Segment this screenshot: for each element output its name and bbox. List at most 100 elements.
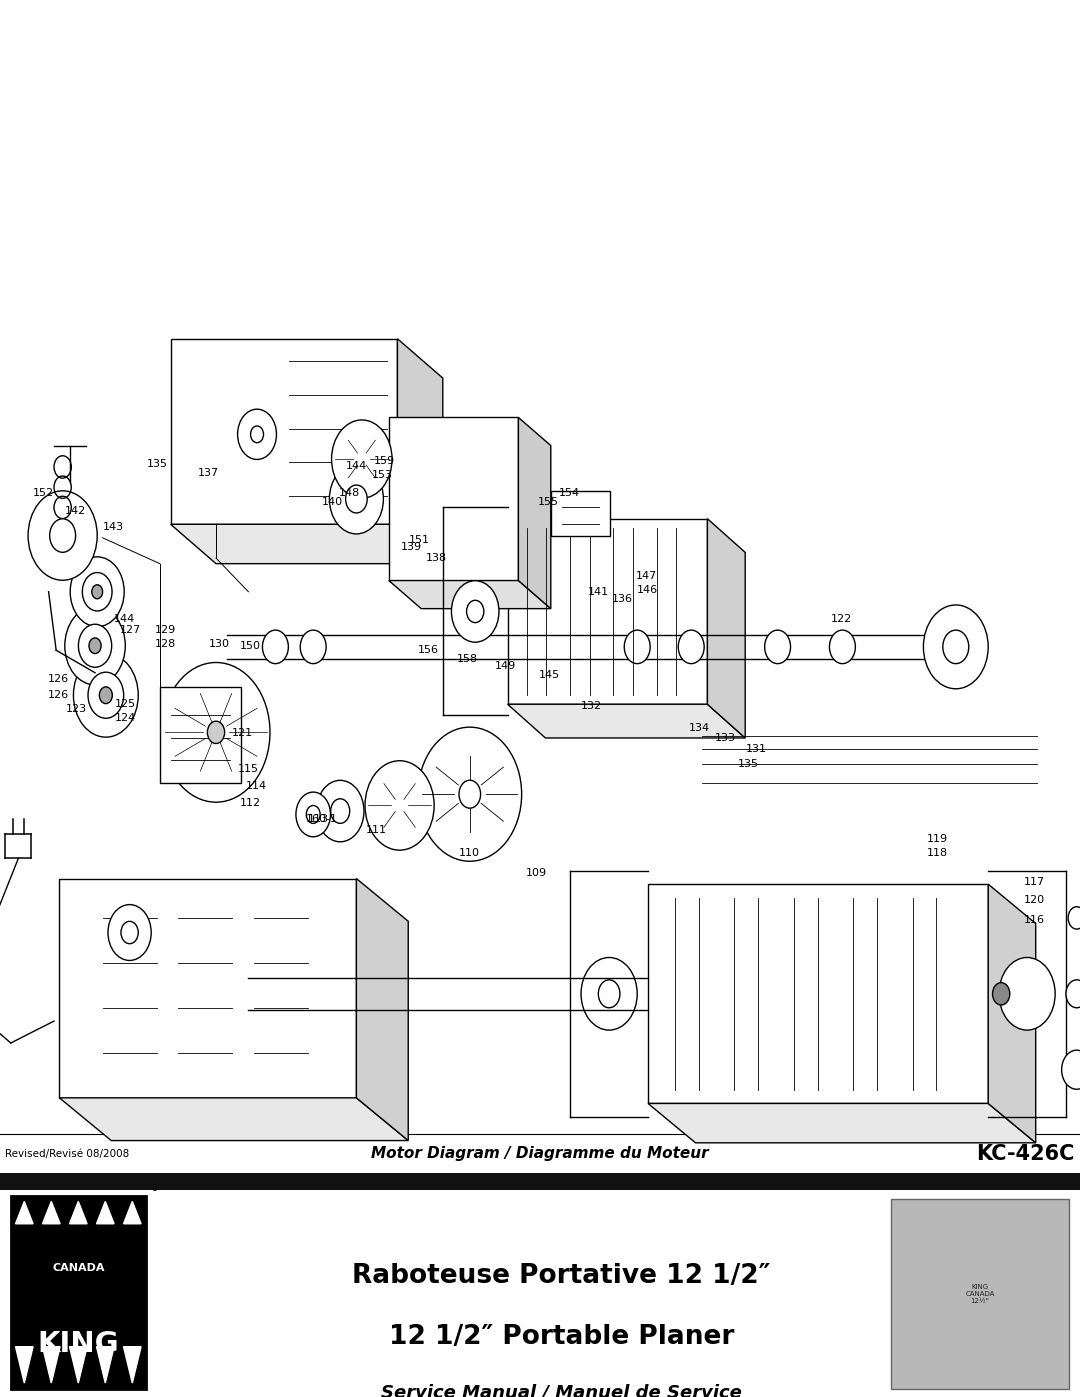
Circle shape: [73, 654, 138, 738]
Text: 149: 149: [495, 661, 516, 671]
Text: 153: 153: [372, 469, 393, 479]
Text: 148: 148: [339, 488, 361, 497]
Text: 151: 151: [408, 535, 430, 545]
Circle shape: [99, 687, 112, 704]
Polygon shape: [389, 418, 518, 581]
Circle shape: [418, 726, 522, 861]
Circle shape: [89, 638, 102, 654]
Text: 136: 136: [611, 594, 633, 604]
Text: Revised/Revisé 08/2008: Revised/Revisé 08/2008: [5, 1148, 130, 1160]
Polygon shape: [648, 1104, 1036, 1143]
Circle shape: [581, 957, 637, 1030]
Circle shape: [598, 979, 620, 1007]
Polygon shape: [15, 1201, 33, 1224]
Polygon shape: [42, 1347, 60, 1383]
Text: 115: 115: [238, 764, 259, 774]
Text: CANADA: CANADA: [52, 1263, 105, 1273]
Circle shape: [330, 799, 350, 823]
Text: 141: 141: [588, 587, 609, 597]
Text: 132: 132: [581, 701, 603, 711]
Bar: [11, 1196, 146, 1389]
Text: 128: 128: [154, 638, 176, 648]
Circle shape: [467, 601, 484, 623]
Polygon shape: [15, 1347, 33, 1383]
Polygon shape: [508, 704, 745, 738]
Polygon shape: [389, 581, 551, 609]
Text: 112: 112: [240, 798, 261, 809]
Circle shape: [1062, 1051, 1080, 1090]
Circle shape: [459, 780, 481, 807]
Circle shape: [943, 630, 969, 664]
Text: 155: 155: [538, 497, 559, 507]
Text: 126: 126: [48, 690, 69, 700]
Circle shape: [238, 409, 276, 460]
Polygon shape: [988, 884, 1036, 1143]
Text: 143: 143: [103, 521, 124, 531]
Bar: [0, 1134, 1080, 1173]
Text: Raboteuse Portative 12 1/2″: Raboteuse Portative 12 1/2″: [352, 1263, 771, 1289]
Polygon shape: [518, 418, 551, 609]
Text: 123: 123: [66, 704, 87, 714]
Polygon shape: [160, 687, 241, 782]
Text: KC-426C: KC-426C: [976, 1144, 1075, 1164]
Text: 114: 114: [245, 781, 267, 791]
Text: 137: 137: [198, 468, 219, 478]
Text: Motor Diagram / Diagramme du Moteur: Motor Diagram / Diagramme du Moteur: [372, 1147, 708, 1161]
Polygon shape: [707, 518, 745, 738]
Polygon shape: [96, 1347, 114, 1383]
Text: 130: 130: [208, 638, 230, 648]
Circle shape: [300, 630, 326, 664]
Polygon shape: [59, 879, 356, 1098]
Polygon shape: [171, 524, 443, 563]
Circle shape: [82, 573, 112, 610]
Text: 118: 118: [927, 848, 948, 858]
Text: 113: 113: [308, 814, 329, 824]
Text: 156: 156: [418, 645, 440, 655]
Circle shape: [365, 761, 434, 851]
Polygon shape: [648, 884, 988, 1104]
Circle shape: [316, 781, 364, 842]
Circle shape: [65, 606, 125, 685]
Circle shape: [1066, 979, 1080, 1007]
Text: 125: 125: [114, 700, 136, 710]
Text: 110: 110: [459, 848, 481, 858]
Polygon shape: [96, 1201, 114, 1224]
Text: 140: 140: [322, 497, 343, 507]
Text: 121: 121: [231, 728, 253, 739]
Circle shape: [28, 490, 97, 580]
Polygon shape: [171, 338, 397, 524]
Text: KING: KING: [38, 1330, 119, 1358]
Circle shape: [79, 624, 111, 668]
Circle shape: [251, 426, 264, 443]
Text: 147: 147: [636, 571, 658, 581]
Text: 126: 126: [48, 675, 69, 685]
Circle shape: [346, 485, 367, 513]
Circle shape: [624, 630, 650, 664]
Circle shape: [296, 792, 330, 837]
Polygon shape: [69, 1201, 87, 1224]
Text: 134: 134: [689, 722, 711, 733]
Polygon shape: [123, 1347, 141, 1383]
Bar: [891, 1199, 1069, 1389]
Text: Service Manual / Manuel de Service: Service Manual / Manuel de Service: [381, 1383, 742, 1397]
Text: 122: 122: [831, 613, 852, 623]
Polygon shape: [551, 490, 610, 535]
Text: 129: 129: [154, 624, 176, 636]
Circle shape: [923, 605, 988, 689]
Text: 120: 120: [1024, 895, 1045, 905]
Text: 150: 150: [240, 641, 261, 651]
Polygon shape: [69, 1347, 87, 1383]
Text: 135: 135: [738, 759, 759, 768]
Polygon shape: [356, 879, 408, 1140]
Text: 159: 159: [374, 457, 395, 467]
Text: KING
CANADA
12½": KING CANADA 12½": [966, 1284, 995, 1303]
Bar: [0, 1173, 1080, 1190]
Circle shape: [332, 420, 392, 499]
Text: 139: 139: [401, 542, 422, 552]
Text: 111: 111: [365, 826, 387, 835]
Polygon shape: [42, 1201, 60, 1224]
Circle shape: [262, 630, 288, 664]
Text: 152: 152: [32, 488, 54, 497]
Circle shape: [70, 557, 124, 627]
Circle shape: [307, 806, 320, 823]
